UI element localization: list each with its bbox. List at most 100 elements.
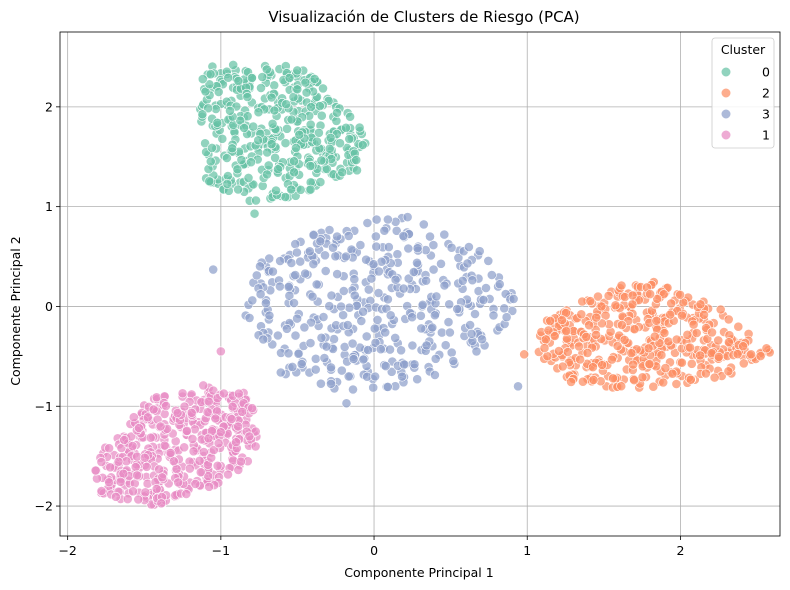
point	[316, 110, 327, 121]
point	[281, 99, 292, 110]
point	[629, 324, 640, 335]
point	[262, 147, 273, 158]
point	[194, 455, 205, 466]
point	[478, 294, 489, 305]
point	[440, 340, 451, 351]
point	[197, 109, 208, 120]
x-tick-label-1: −1	[212, 543, 230, 558]
point	[343, 230, 354, 241]
point	[210, 413, 221, 424]
point	[233, 388, 244, 399]
point	[315, 236, 326, 247]
point	[208, 445, 219, 455]
series-3	[240, 212, 519, 395]
point	[332, 269, 343, 279]
series-2	[534, 277, 775, 393]
point	[355, 240, 366, 250]
point	[273, 164, 283, 175]
point	[370, 231, 381, 242]
point	[261, 64, 272, 75]
point	[431, 291, 442, 302]
point	[287, 361, 298, 372]
point	[290, 239, 301, 249]
legend: Cluster 0 2 3 1	[711, 37, 775, 149]
point	[648, 381, 659, 392]
point	[113, 456, 124, 467]
point	[133, 494, 144, 505]
point	[275, 367, 286, 378]
point	[281, 323, 292, 334]
point	[306, 102, 316, 112]
point	[248, 121, 259, 132]
point	[115, 476, 126, 487]
point	[457, 275, 468, 286]
point	[659, 328, 670, 338]
point	[352, 165, 362, 176]
point	[593, 291, 603, 302]
point	[373, 288, 384, 298]
point	[591, 329, 601, 340]
point	[148, 404, 159, 415]
point	[300, 268, 311, 279]
legend-label-1: 1	[762, 128, 770, 143]
point	[385, 344, 395, 355]
point	[361, 254, 371, 265]
point	[616, 280, 627, 291]
point	[231, 437, 241, 448]
point	[320, 266, 331, 276]
point	[151, 483, 162, 494]
point	[576, 309, 587, 320]
point	[227, 143, 238, 154]
point	[707, 327, 717, 338]
point	[344, 302, 355, 313]
point	[269, 105, 280, 116]
point	[246, 157, 256, 168]
legend-title: Cluster	[721, 42, 766, 57]
point	[213, 87, 224, 97]
point	[658, 377, 669, 388]
point	[574, 341, 584, 352]
point	[308, 259, 319, 269]
point	[382, 294, 393, 305]
point	[233, 76, 244, 86]
point	[251, 195, 261, 206]
point	[368, 382, 379, 393]
point	[307, 291, 318, 302]
point	[428, 240, 439, 250]
point	[665, 309, 676, 320]
point	[155, 421, 166, 432]
point	[255, 289, 266, 300]
point	[181, 425, 192, 436]
point	[407, 340, 418, 351]
point	[145, 432, 156, 443]
point	[412, 243, 423, 254]
point	[142, 412, 153, 423]
point	[612, 341, 623, 351]
point	[244, 312, 255, 323]
point	[289, 298, 299, 308]
point	[371, 214, 382, 225]
point	[732, 349, 743, 359]
point	[738, 341, 748, 352]
point	[575, 354, 585, 365]
point	[248, 179, 259, 190]
point	[96, 457, 107, 467]
point	[244, 431, 255, 442]
stray-points	[208, 208, 530, 409]
point	[310, 364, 321, 375]
point	[439, 229, 450, 240]
point	[288, 92, 299, 102]
point	[539, 343, 550, 353]
point	[557, 361, 568, 372]
point	[667, 368, 678, 379]
point	[301, 87, 312, 98]
point	[239, 123, 249, 133]
point	[223, 469, 233, 480]
legend-box	[711, 37, 775, 149]
point	[337, 167, 348, 178]
point	[412, 374, 423, 385]
point	[761, 343, 772, 354]
point	[235, 456, 246, 467]
point	[271, 185, 281, 196]
point	[554, 346, 564, 356]
